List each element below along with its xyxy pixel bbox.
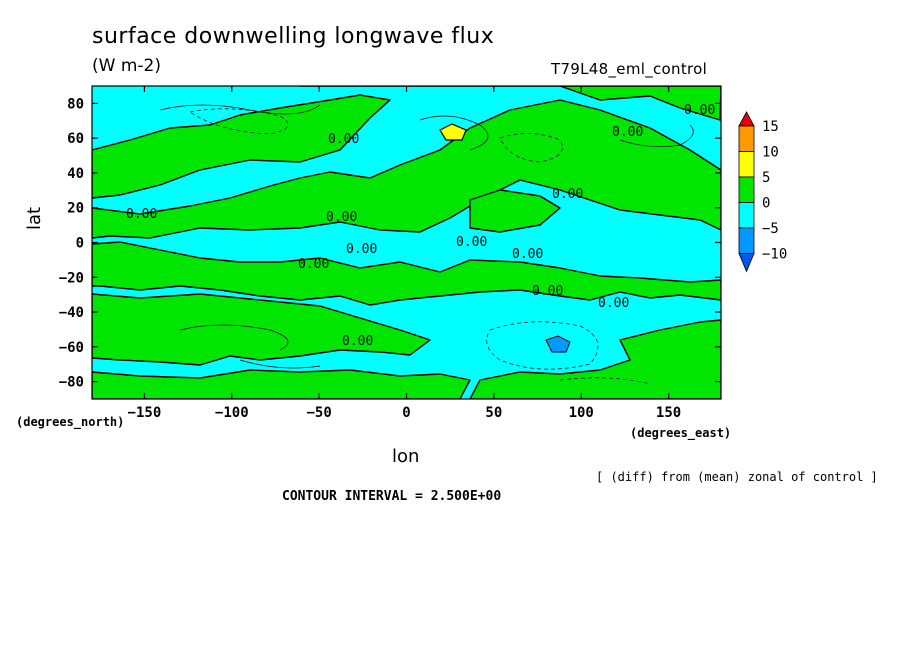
contour-line [179,324,289,351]
y-tick-label: −20 [59,270,84,286]
lat-unit-label: (degrees_north) [16,415,125,429]
colorbar-tick-label: −10 [762,247,787,263]
contour-label: 0.00 [612,125,643,140]
x-tick-label: 150 [656,405,681,421]
y-tick-label: −40 [59,305,84,321]
colorbar-tick-label: 0 [762,196,770,212]
y-axis-label: lat [24,206,45,230]
contour-dashed [559,377,651,385]
contour-label: 0.00 [346,242,377,257]
colorbar-bin [738,111,755,127]
colorbar-bin [738,151,755,178]
contour-label: 0.00 [126,207,157,222]
positive-patch [439,123,467,141]
x-axis: −150 −100 −50 0 50 100 150 [128,86,681,421]
contour-label: 0.00 [456,235,487,250]
x-tick-label: −150 [128,405,162,421]
contour-line [239,359,321,369]
positive-regions [92,86,721,399]
experiment-label: T79L48_eml_control [551,60,708,78]
contour-label: 0.00 [684,103,715,118]
contour-labels: 0.00 0.00 0.00 0.00 0.00 0.00 0.00 0.00 … [126,103,715,349]
units-label: (W m-2) [92,56,161,76]
thin-contours [159,104,694,369]
map-field [92,86,721,399]
x-tick-label: −50 [306,405,331,421]
positive-region [92,369,471,399]
colorbar-tick-label: 5 [762,170,770,186]
positive-region [469,319,721,399]
negative-patch [545,335,571,353]
colorbar-bin [738,253,755,273]
dashed-contours [189,108,651,385]
y-tick-label: 40 [67,166,84,182]
x-tick-label: −100 [215,405,249,421]
colorbar-bin [738,125,755,152]
positive-region [92,99,721,239]
contour-interval-label: CONTOUR INTERVAL = 2.500E+00 [282,489,502,504]
contour-dashed [499,133,563,163]
lon-unit-label: (degrees_east) [630,426,732,440]
colorbar-tick-label: 10 [762,145,779,161]
contour-dashed [486,321,599,370]
diff-note: [ (diff) from (mean) zonal of control ] [596,470,878,484]
y-tick-label: −60 [59,340,84,356]
contour-label: 0.00 [512,247,543,262]
x-tick-label: 100 [569,405,594,421]
contour-label: 0.00 [598,296,629,311]
colorbar-tick-label: 15 [762,119,779,135]
y-tick-label: 0 [76,236,84,252]
y-tick-label: −80 [59,375,84,391]
contour-line [419,115,489,151]
colorbar-tick-label: −5 [762,221,779,237]
contour-label: 0.00 [328,132,359,147]
contour-line [619,124,694,147]
contour-label: 0.00 [552,187,583,202]
chart-title: surface downwelling longwave flux [92,24,495,49]
y-tick-label: 20 [67,201,84,217]
x-tick-label: 50 [485,405,502,421]
positive-region [469,189,561,233]
colorbar: 15 10 5 0 −5 −10 [738,111,787,273]
x-axis-label: lon [392,446,420,467]
y-tick-label: 60 [67,131,84,147]
positive-region [92,241,721,306]
colorbar-bin [738,176,755,203]
positive-region [92,94,391,199]
contour-label: 0.00 [342,334,373,349]
colorbar-bin [738,227,755,254]
x-tick-label: 0 [402,405,410,421]
colorbar-bin [738,202,755,229]
y-tick-label: 80 [67,96,84,112]
contour-label: 0.00 [532,284,563,299]
contour-label: 0.00 [298,257,329,272]
positive-region [92,293,431,366]
contour-line [159,104,321,115]
y-axis: −80 −60 −40 −20 0 20 40 60 80 [59,96,721,391]
contour-label: 0.00 [326,210,357,225]
